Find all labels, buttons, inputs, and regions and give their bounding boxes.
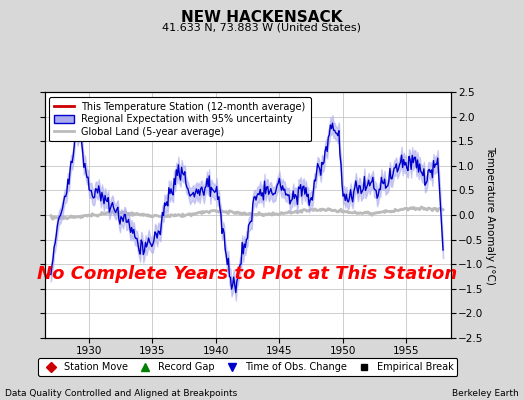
Text: No Complete Years to Plot at This Station: No Complete Years to Plot at This Statio… <box>37 265 458 283</box>
Y-axis label: Temperature Anomaly (°C): Temperature Anomaly (°C) <box>485 146 495 284</box>
Text: Data Quality Controlled and Aligned at Breakpoints: Data Quality Controlled and Aligned at B… <box>5 389 237 398</box>
Text: Berkeley Earth: Berkeley Earth <box>452 389 519 398</box>
Text: NEW HACKENSACK: NEW HACKENSACK <box>181 10 343 25</box>
Text: 41.633 N, 73.883 W (United States): 41.633 N, 73.883 W (United States) <box>162 22 362 32</box>
Legend: Station Move, Record Gap, Time of Obs. Change, Empirical Break: Station Move, Record Gap, Time of Obs. C… <box>38 358 457 376</box>
